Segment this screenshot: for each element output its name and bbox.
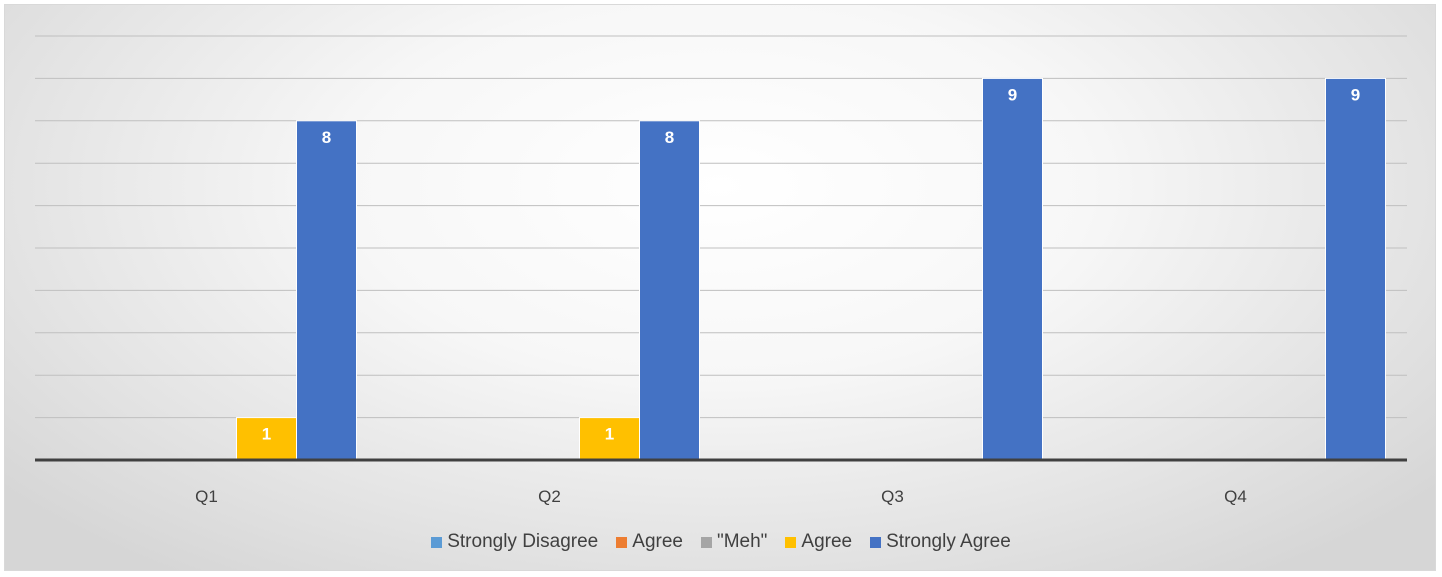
legend-item: Agree bbox=[616, 531, 683, 553]
data-label: 1 bbox=[262, 425, 271, 444]
data-label: 9 bbox=[1351, 85, 1360, 104]
legend: Strongly Disagree Agree "Meh" Agree Strongly… bbox=[0, 531, 1442, 553]
legend-swatch bbox=[700, 536, 712, 548]
legend-swatch bbox=[616, 536, 628, 548]
legend-label: "Meh" bbox=[716, 531, 768, 552]
bar bbox=[1325, 77, 1386, 461]
legend-item: "Meh" bbox=[700, 531, 768, 553]
data-label: 8 bbox=[665, 128, 674, 147]
bar bbox=[982, 77, 1043, 461]
legend-swatch bbox=[870, 536, 882, 548]
chart-area bbox=[4, 4, 1436, 571]
bar bbox=[639, 120, 700, 461]
data-label: 9 bbox=[1008, 85, 1017, 104]
legend-item: Strongly Disagree bbox=[431, 531, 598, 553]
legend-item: Strongly Agree bbox=[870, 531, 1011, 553]
category-label: Q4 bbox=[1224, 487, 1247, 506]
legend-label: Strongly Agree bbox=[886, 531, 1011, 552]
legend-label: Strongly Disagree bbox=[447, 531, 599, 552]
legend-swatch bbox=[785, 536, 797, 548]
category-labels: Q1 Q2 Q3 Q4 bbox=[195, 487, 1247, 506]
bar bbox=[296, 120, 357, 461]
data-label: 1 bbox=[605, 425, 614, 444]
category-label: Q3 bbox=[881, 487, 904, 506]
bar bbox=[236, 417, 297, 461]
legend-item: Agree bbox=[785, 531, 852, 553]
data-labels: 1 8 1 8 9 9 bbox=[262, 85, 1360, 443]
gridlines bbox=[35, 35, 1407, 419]
legend-label: Agree bbox=[801, 531, 853, 552]
legend-label: Agree bbox=[632, 531, 683, 552]
category-label: Q1 bbox=[195, 487, 218, 506]
bars bbox=[236, 77, 1386, 461]
data-label: 8 bbox=[322, 128, 331, 147]
category-label: Q2 bbox=[538, 487, 561, 506]
legend-swatch bbox=[431, 536, 443, 548]
